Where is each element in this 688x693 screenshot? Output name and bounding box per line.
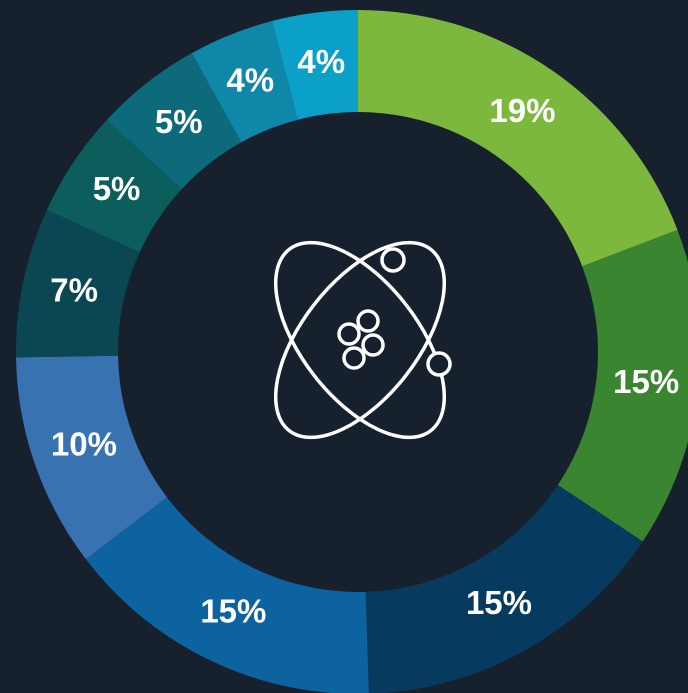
- orbit: [273, 240, 447, 440]
- electron: [426, 351, 452, 377]
- slice-label: 5%: [155, 103, 203, 140]
- slice: [358, 10, 678, 267]
- orbit: [273, 240, 447, 440]
- slice: [365, 484, 643, 693]
- slice-label: 5%: [93, 170, 141, 207]
- slice: [46, 119, 182, 253]
- slice-label: 4%: [226, 61, 274, 98]
- slice-label: 7%: [50, 271, 98, 308]
- slice-label: 4%: [297, 43, 345, 80]
- slice-label: 10%: [51, 426, 117, 463]
- slice: [106, 53, 242, 190]
- slices: [15, 10, 688, 693]
- slice-label: 19%: [489, 92, 555, 129]
- slice: [191, 20, 298, 143]
- nucleon: [361, 333, 385, 357]
- slice: [16, 355, 168, 560]
- slice: [85, 497, 369, 693]
- slice: [557, 229, 688, 542]
- nucleon: [356, 309, 380, 333]
- atom-icon: [273, 240, 452, 440]
- slice-label: 15%: [466, 584, 532, 621]
- nucleon: [337, 322, 361, 346]
- labels: 19% 15% 15% 15% 10% 7% 5% 5% 4% 4%: [50, 43, 679, 630]
- slice: [272, 10, 358, 120]
- nucleon: [342, 346, 366, 370]
- slice: [15, 209, 140, 358]
- electron: [380, 247, 406, 273]
- slice-label: 15%: [613, 363, 679, 400]
- slice-label: 15%: [200, 593, 266, 630]
